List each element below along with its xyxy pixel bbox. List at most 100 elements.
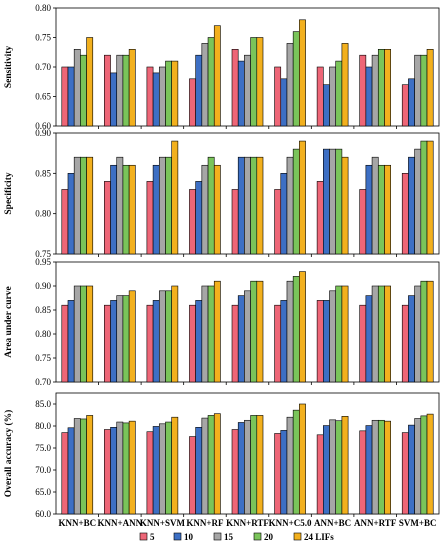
bar <box>104 429 111 515</box>
bar <box>401 432 409 515</box>
bar <box>231 48 239 127</box>
bar <box>244 290 251 383</box>
bar <box>365 425 373 515</box>
y-tick-label: 0.80 <box>35 3 51 13</box>
bar <box>73 48 81 127</box>
bar <box>408 295 415 383</box>
y-tick-label: 0.80 <box>35 209 51 219</box>
chart-panel: 0.60 0.65 0.70 0.75 0.80 Sensitivity <box>4 3 440 131</box>
bar <box>256 415 264 515</box>
bar <box>384 285 391 383</box>
bar <box>316 300 324 383</box>
bar <box>377 48 385 127</box>
bar <box>292 409 300 515</box>
bar <box>256 280 264 383</box>
bar <box>67 173 75 255</box>
x-tick-label: KNN+ANN <box>98 518 143 528</box>
bar <box>371 419 379 515</box>
y-axis-label: Specificity <box>4 172 14 214</box>
bar <box>323 148 330 255</box>
bar <box>335 60 343 127</box>
bar <box>244 419 251 515</box>
bar <box>286 43 294 127</box>
bar <box>280 78 288 127</box>
bar <box>280 430 288 515</box>
bar <box>323 300 330 383</box>
bar <box>67 66 75 127</box>
bar <box>256 37 264 127</box>
bar <box>213 413 221 515</box>
bar <box>250 280 258 383</box>
bar <box>365 66 373 127</box>
bar <box>116 156 124 255</box>
bar <box>213 25 221 127</box>
bar <box>158 423 166 515</box>
bar <box>426 48 434 127</box>
legend-swatch <box>253 532 262 541</box>
bar <box>152 164 160 255</box>
bar <box>73 285 81 383</box>
legend-label: 15 <box>224 532 234 542</box>
bar <box>73 418 81 515</box>
bar <box>61 66 69 127</box>
bar <box>73 156 81 255</box>
bar <box>323 84 330 127</box>
bar <box>86 415 94 515</box>
bar <box>152 72 160 127</box>
bar <box>231 304 239 383</box>
bar <box>426 140 434 255</box>
bar <box>165 60 172 127</box>
bar <box>286 156 294 255</box>
legend-label: 20 <box>264 532 274 542</box>
x-tick-label: ANN+RTF <box>354 518 397 528</box>
bar <box>207 37 215 127</box>
y-tick-label: 60.0 <box>35 509 51 519</box>
bar <box>104 54 111 127</box>
bar <box>116 421 124 515</box>
bar <box>341 416 349 515</box>
bar <box>213 164 221 255</box>
bar <box>341 43 349 127</box>
bar <box>329 66 337 127</box>
bar <box>165 156 172 255</box>
bar <box>274 66 282 127</box>
y-tick-label: 0.80 <box>35 329 51 339</box>
bar <box>408 156 415 255</box>
bar <box>128 420 136 515</box>
y-axis-label: Sensitivity <box>4 46 14 88</box>
bar <box>165 290 172 383</box>
y-tick-label: 0.75 <box>35 33 51 43</box>
bar <box>316 66 324 127</box>
bar <box>122 54 130 127</box>
bar <box>80 54 87 127</box>
x-tick-label: KNN+C5.0 <box>269 518 312 528</box>
bar <box>189 304 196 383</box>
bar <box>152 300 160 383</box>
y-tick-label: 85.0 <box>35 399 51 409</box>
x-tick-label: KNN+RF <box>186 518 224 528</box>
bar <box>371 156 379 255</box>
bar <box>359 430 367 515</box>
bar <box>80 156 87 255</box>
y-tick-label: 0.90 <box>35 128 51 138</box>
bar <box>171 140 179 255</box>
bar <box>316 181 324 255</box>
bar <box>384 48 391 127</box>
y-tick-label: 0.75 <box>35 249 51 259</box>
legend-swatch <box>293 532 302 541</box>
legend-swatch <box>213 532 222 541</box>
bar <box>365 164 373 255</box>
bar <box>426 280 434 383</box>
bar <box>250 37 258 127</box>
y-tick-label: 0.60 <box>35 121 51 131</box>
bar <box>110 300 118 383</box>
bar <box>61 189 69 255</box>
bar <box>426 413 434 515</box>
bar <box>146 304 154 383</box>
bar <box>104 181 111 255</box>
bar <box>286 280 294 383</box>
bar <box>122 295 130 383</box>
bar <box>116 54 124 127</box>
bar <box>329 148 337 255</box>
bar <box>152 426 160 515</box>
